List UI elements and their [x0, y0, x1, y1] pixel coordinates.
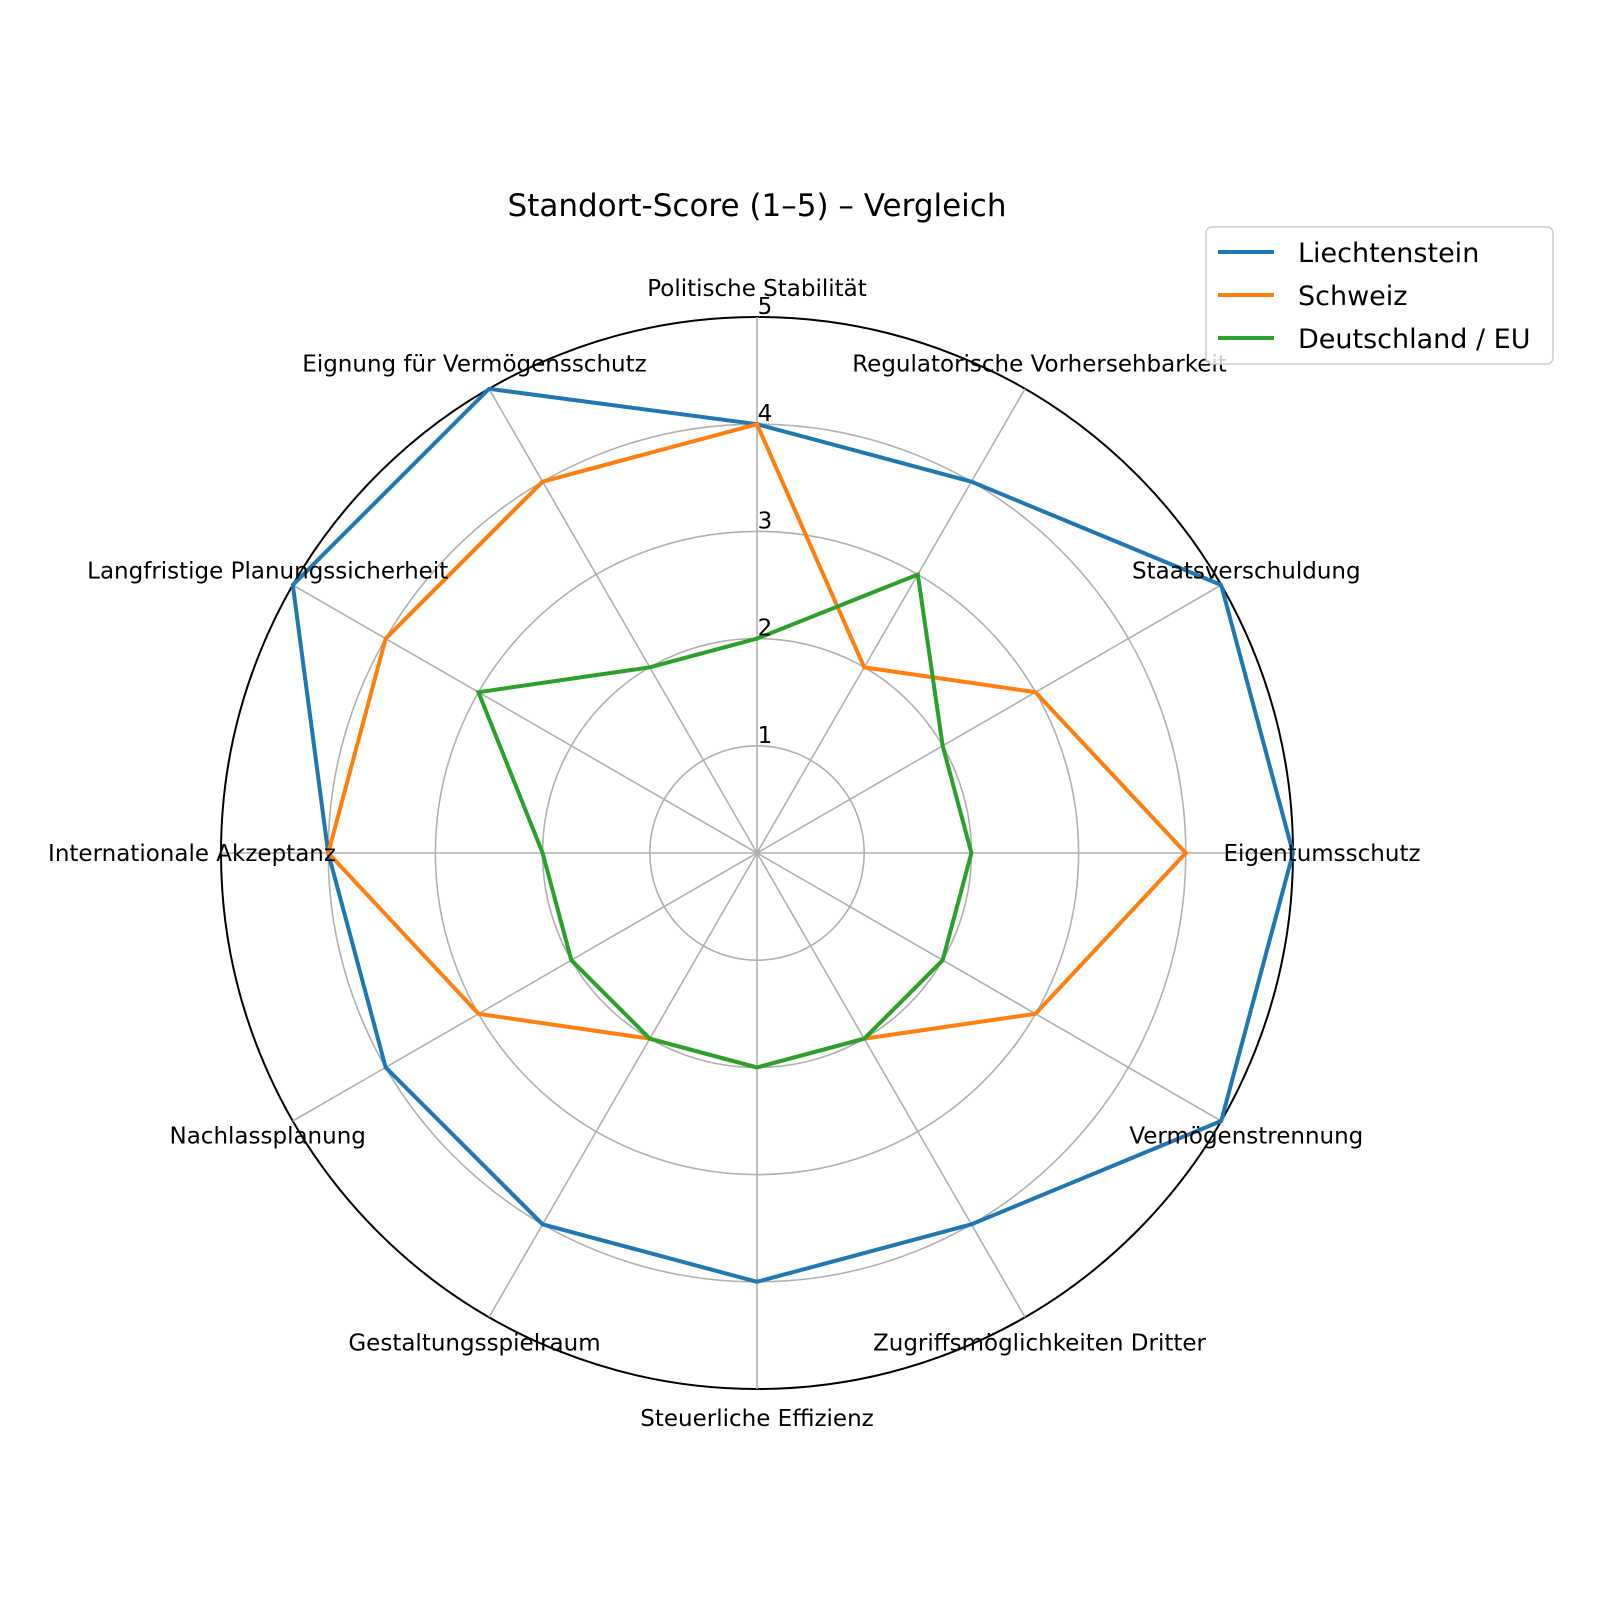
radial-tick-labels: 1 2 3 4 5	[758, 294, 773, 749]
grid-spoke-5	[756, 852, 1222, 1122]
tick-label-2: 2	[758, 616, 773, 642]
grid-spoke-12	[488, 388, 758, 854]
grid-spoke-6	[756, 852, 1026, 1318]
tick-label-4: 4	[758, 401, 773, 427]
grid-spoke-8	[488, 852, 758, 1318]
legend-label-3: Deutschland / EU	[1298, 324, 1531, 355]
series-line-3	[475, 571, 974, 1070]
category-label-11: Langfristige Planungssicherheit	[87, 559, 448, 585]
polar-grid	[220, 316, 1294, 1390]
category-label-12: Eignung für Vermögensschutz	[302, 352, 646, 378]
chart-title: Standort-Score (1–5) – Vergleich	[508, 188, 1007, 224]
category-labels: Politische Stabilität Regulatorische Vorh…	[48, 276, 1421, 1432]
series-line-1	[290, 386, 1296, 1284]
category-label-8: Gestaltungsspielraum	[348, 1330, 600, 1356]
series-group	[290, 386, 1296, 1284]
grid-spoke-2	[756, 388, 1026, 854]
grid-spoke-9	[292, 852, 758, 1122]
legend-label-1: Liechtenstein	[1298, 238, 1479, 269]
category-label-5: Vermögenstrennung	[1129, 1124, 1363, 1150]
tick-label-1: 1	[758, 723, 773, 749]
category-label-9: Nachlassplanung	[170, 1124, 366, 1150]
category-label-7: Steuerliche Effizienz	[640, 1406, 873, 1432]
legend: Liechtenstein Schweiz Deutschland / EU	[1205, 226, 1554, 365]
tick-label-3: 3	[758, 508, 773, 534]
category-label-10: Internationale Akzeptanz	[48, 841, 336, 867]
legend-label-2: Schweiz	[1298, 281, 1407, 312]
category-label-1: Politische Stabilität	[647, 276, 867, 302]
category-label-6: Zugriffsmöglichkeiten Dritter	[873, 1330, 1207, 1356]
category-label-3: Staatsverschuldung	[1132, 559, 1361, 585]
category-label-4: Eigentumsschutz	[1223, 841, 1420, 867]
tick-label-5: 5	[758, 294, 773, 320]
category-label-2: Regulatorische Vorhersehbarkeit	[852, 352, 1227, 378]
legend-frame	[1205, 226, 1554, 365]
grid-spoke-3	[756, 584, 1222, 854]
grid-spoke-11	[292, 584, 758, 854]
